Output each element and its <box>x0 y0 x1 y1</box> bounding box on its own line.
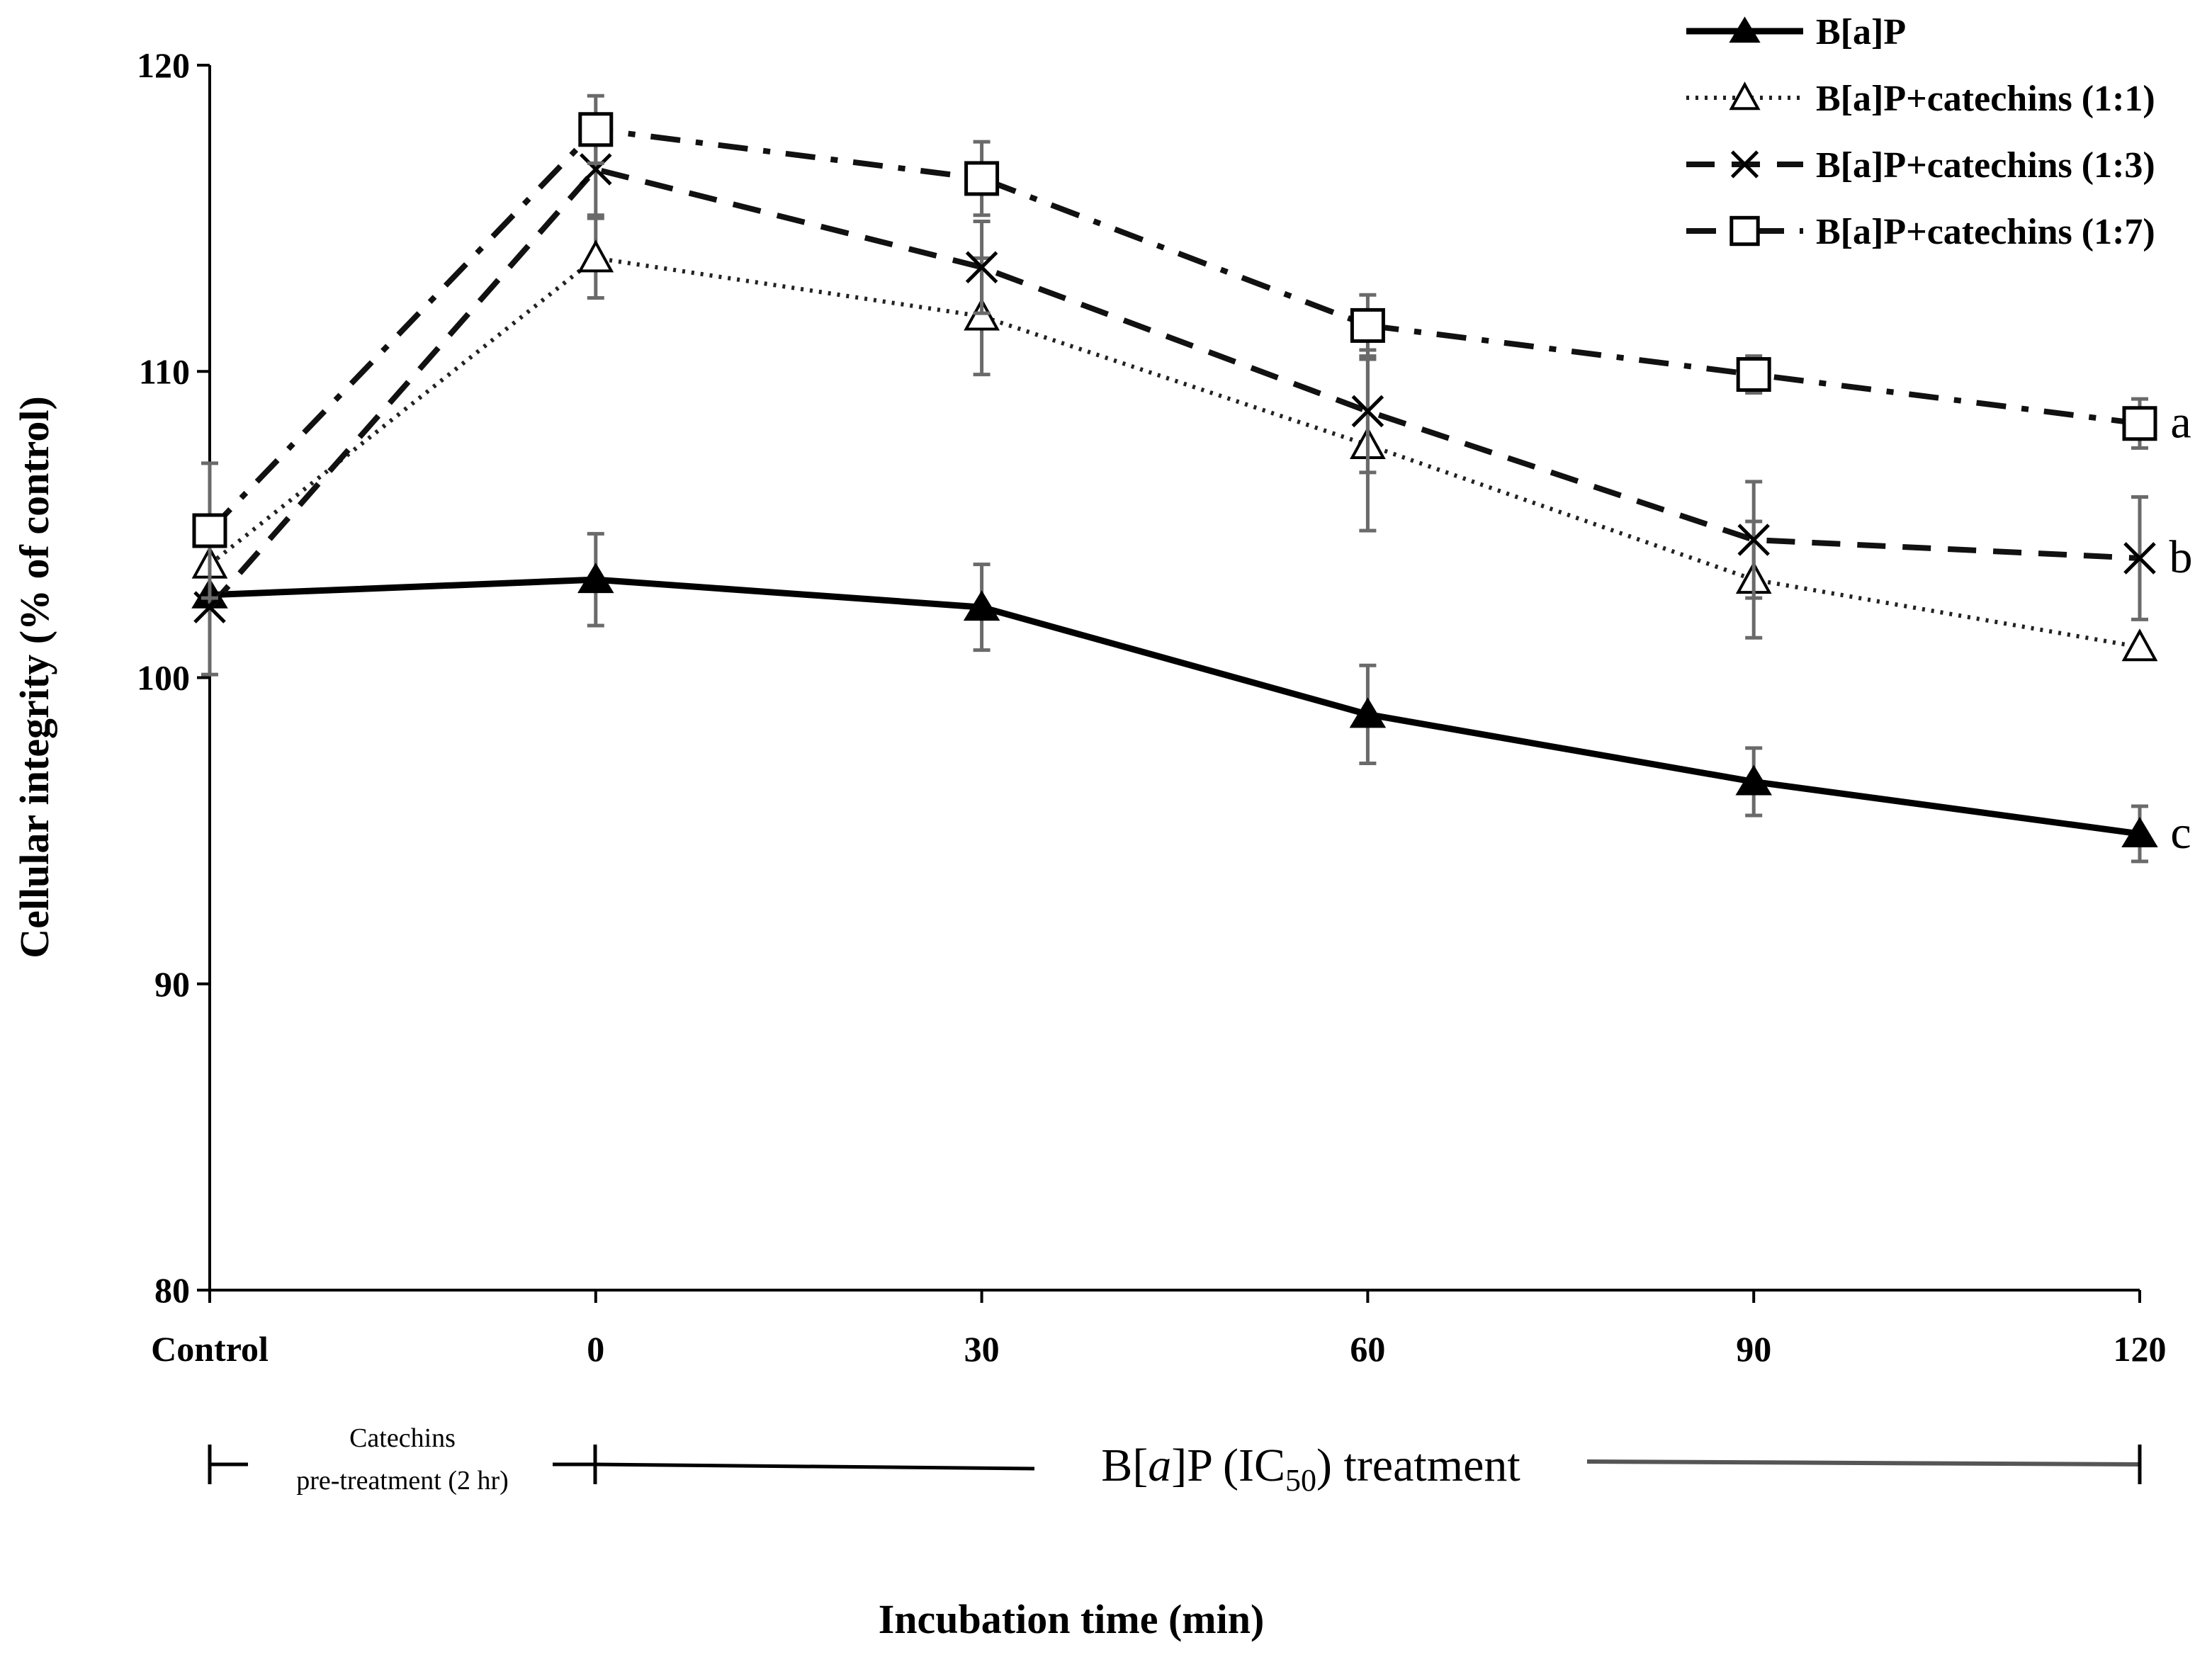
x-tick-label: Control <box>151 1329 269 1369</box>
legend-marker <box>1730 150 1759 179</box>
data-point <box>1350 307 1385 343</box>
y-tick-label: 120 <box>137 45 190 85</box>
y-tick-label: 90 <box>154 964 190 1004</box>
pretreatment-label-line1: Catechins <box>349 1423 456 1453</box>
treatment-bar-right <box>1586 1459 2140 1467</box>
series-line <box>207 166 2140 609</box>
y-tick-label: 80 <box>154 1270 190 1310</box>
x-ticks: Control 0 30 60 90 120 <box>151 1290 2167 1369</box>
marker-x-stroke <box>1351 395 1384 428</box>
data-point <box>963 590 1000 621</box>
data-point <box>2123 542 2156 575</box>
marker-x-stroke <box>2123 542 2156 575</box>
legend-label: B[a]P+catechins (1:1) <box>1816 79 2155 119</box>
y-axis-title: Cellular integrity (% of control) <box>11 396 57 959</box>
data-point <box>1349 697 1387 728</box>
data-point <box>1736 357 1771 392</box>
data-point <box>1351 395 1384 428</box>
series-line <box>208 126 2140 533</box>
x-tick-label: 0 <box>587 1329 604 1369</box>
data-point <box>1735 764 1772 796</box>
data-point <box>577 239 614 273</box>
significance-label: c <box>2170 807 2191 859</box>
x-axis-title: Incubation time (min) <box>879 1596 1265 1642</box>
series-line <box>209 576 2140 837</box>
y-tick-label: 100 <box>137 658 190 698</box>
data-point <box>964 161 1000 196</box>
legend-label: B[a]P+catechins (1:3) <box>1816 145 2155 186</box>
treatment-timeline: Catechins pre-treatment (2 hr) B[a]P (IC… <box>208 1423 2142 1498</box>
legend-marker <box>1729 81 1761 111</box>
legend-marker <box>1729 215 1760 247</box>
x-tick-label: 120 <box>2114 1329 2167 1369</box>
marker-x-stroke <box>580 153 612 186</box>
series-line <box>208 256 2140 650</box>
data-point <box>2122 406 2157 441</box>
data-point <box>580 153 612 186</box>
series-2 <box>191 216 2158 662</box>
significance-label: b <box>2169 531 2193 583</box>
legend-marker <box>1729 16 1761 43</box>
y-tick-label: 110 <box>139 351 190 391</box>
x-tick-label: 30 <box>964 1329 1000 1369</box>
treatment-label: B[a]P (IC50) treatment <box>1101 1440 1520 1498</box>
data-point <box>965 251 998 284</box>
marker-x-stroke <box>965 251 998 284</box>
series-1 <box>191 531 2158 864</box>
pretreatment-label-line2: pre-treatment (2 hr) <box>296 1466 509 1496</box>
x-tick-label: 90 <box>1736 1329 1771 1369</box>
data-point <box>192 513 227 548</box>
y-ticks: 80 90 100 110 120 <box>137 45 210 1310</box>
significance-labels: c b a <box>2169 397 2193 859</box>
data-point <box>578 112 614 147</box>
treatment-bar-left <box>594 1462 1035 1471</box>
series-3 <box>193 121 2156 677</box>
marker-x-stroke <box>1730 150 1759 179</box>
data-point <box>577 563 614 594</box>
data-point <box>193 591 226 623</box>
series-4 <box>192 94 2157 600</box>
marker-x-stroke <box>193 591 226 623</box>
significance-label: a <box>2170 397 2191 448</box>
data-point <box>2121 817 2158 847</box>
marker-x-stroke <box>1737 524 1770 556</box>
series-layer <box>191 94 2158 864</box>
data-point <box>2121 628 2158 662</box>
legend: B[a]P B[a]P+catechins (1:1) B[a]P+catechin… <box>1686 12 2155 252</box>
x-tick-label: 60 <box>1350 1329 1385 1369</box>
data-point <box>1737 524 1770 556</box>
legend-label: B[a]P+catechins (1:7) <box>1816 212 2155 252</box>
legend-label: B[a]P <box>1816 12 1906 52</box>
